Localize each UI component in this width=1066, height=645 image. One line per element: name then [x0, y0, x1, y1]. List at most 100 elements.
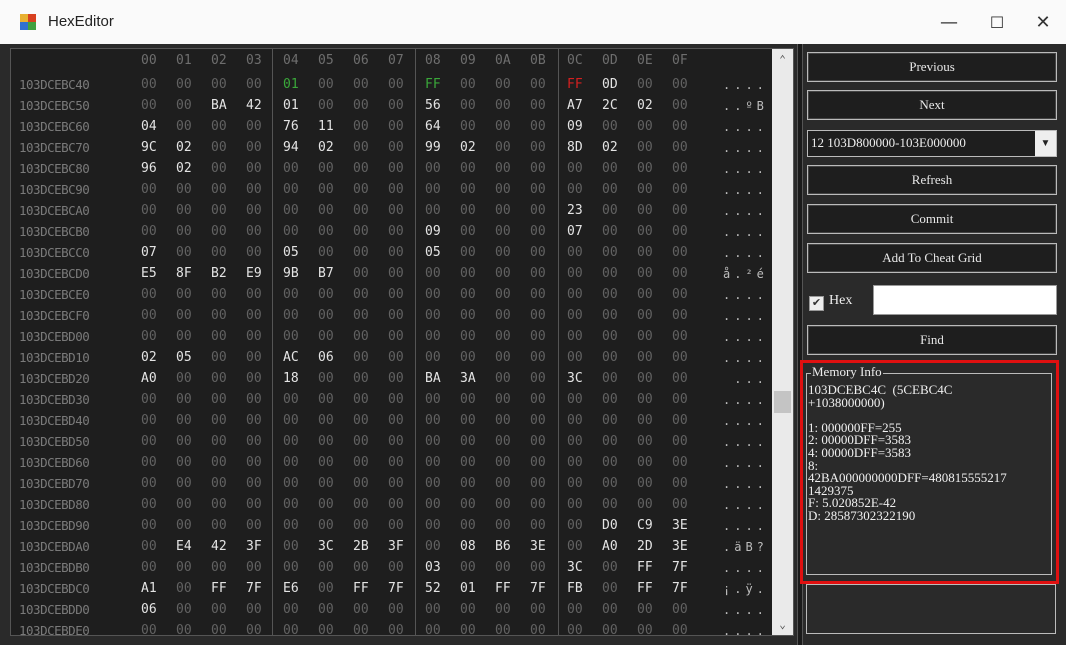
hex-byte[interactable]: 00: [460, 308, 476, 323]
hex-byte[interactable]: 00: [530, 350, 546, 365]
hex-byte[interactable]: 3C: [567, 371, 583, 386]
hex-byte[interactable]: 00: [460, 350, 476, 365]
hex-byte[interactable]: 00: [141, 560, 157, 575]
hex-byte[interactable]: 03: [425, 560, 441, 575]
hex-byte[interactable]: 00: [425, 203, 441, 218]
hex-byte[interactable]: 00: [211, 518, 227, 533]
hex-byte[interactable]: 00: [211, 224, 227, 239]
ascii-text[interactable]: ....: [723, 141, 768, 155]
hex-byte[interactable]: 3E: [672, 539, 688, 554]
hex-byte[interactable]: 00: [388, 224, 404, 239]
hex-byte[interactable]: 00: [637, 140, 653, 155]
hex-byte[interactable]: 00: [602, 245, 618, 260]
scroll-down-icon[interactable]: ⌄: [779, 618, 786, 631]
hex-byte[interactable]: 00: [283, 434, 299, 449]
hex-byte[interactable]: 00: [388, 371, 404, 386]
hex-byte[interactable]: 00: [246, 203, 262, 218]
hex-byte[interactable]: 00: [246, 140, 262, 155]
hex-byte[interactable]: 00: [567, 266, 583, 281]
hex-byte[interactable]: 00: [672, 455, 688, 470]
ascii-text[interactable]: ....: [723, 603, 768, 617]
find-button[interactable]: Find: [807, 325, 1057, 355]
hex-byte[interactable]: 00: [460, 497, 476, 512]
hex-byte[interactable]: 00: [567, 392, 583, 407]
hex-byte[interactable]: 00: [283, 455, 299, 470]
hex-byte[interactable]: 00: [246, 371, 262, 386]
hex-byte[interactable]: 00: [460, 266, 476, 281]
hex-byte[interactable]: 00: [246, 476, 262, 491]
ascii-text[interactable]: ....: [723, 393, 768, 407]
hex-byte[interactable]: 00: [460, 224, 476, 239]
hex-byte[interactable]: 00: [672, 182, 688, 197]
hex-byte[interactable]: FF: [211, 581, 227, 596]
hex-byte[interactable]: 00: [176, 77, 192, 92]
hex-byte[interactable]: 07: [567, 224, 583, 239]
hex-byte[interactable]: 00: [530, 77, 546, 92]
hex-byte[interactable]: 00: [246, 434, 262, 449]
ascii-text[interactable]: ....: [723, 330, 768, 344]
hex-byte[interactable]: 00: [602, 350, 618, 365]
hex-byte[interactable]: 00: [637, 476, 653, 491]
hex-byte[interactable]: 00: [530, 119, 546, 134]
hex-byte[interactable]: 00: [388, 602, 404, 617]
hex-byte[interactable]: 00: [141, 455, 157, 470]
hex-byte[interactable]: 00: [460, 476, 476, 491]
hex-byte[interactable]: 00: [283, 203, 299, 218]
hex-byte[interactable]: A0: [141, 371, 157, 386]
hex-byte[interactable]: 00: [176, 581, 192, 596]
hex-byte[interactable]: 00: [176, 308, 192, 323]
hex-byte[interactable]: 00: [283, 224, 299, 239]
hex-byte[interactable]: 00: [602, 182, 618, 197]
ascii-text[interactable]: å.²é: [723, 267, 768, 281]
hex-byte[interactable]: 00: [283, 539, 299, 554]
hex-byte[interactable]: 00: [460, 77, 476, 92]
hex-byte[interactable]: 00: [637, 497, 653, 512]
hex-byte[interactable]: 00: [460, 602, 476, 617]
hex-byte[interactable]: 42: [211, 539, 227, 554]
hex-byte[interactable]: 00: [567, 518, 583, 533]
hex-byte[interactable]: 00: [353, 413, 369, 428]
hex-byte[interactable]: 00: [425, 182, 441, 197]
hex-byte[interactable]: 00: [567, 182, 583, 197]
ascii-text[interactable]: ....: [723, 456, 768, 470]
hex-byte[interactable]: 00: [211, 308, 227, 323]
hex-byte[interactable]: 7F: [672, 560, 688, 575]
hex-byte[interactable]: 00: [318, 308, 334, 323]
hex-byte[interactable]: 00: [283, 476, 299, 491]
hex-byte[interactable]: D0: [602, 518, 618, 533]
add-to-cheat-grid-button[interactable]: Add To Cheat Grid: [807, 243, 1057, 273]
hex-byte[interactable]: E5: [141, 266, 157, 281]
hex-byte[interactable]: 00: [176, 434, 192, 449]
hex-byte[interactable]: 00: [318, 602, 334, 617]
hex-byte[interactable]: 00: [567, 413, 583, 428]
hex-byte[interactable]: 00: [141, 539, 157, 554]
hex-byte[interactable]: E4: [176, 539, 192, 554]
hex-byte[interactable]: 00: [318, 434, 334, 449]
hex-byte[interactable]: 00: [388, 203, 404, 218]
hex-byte[interactable]: 00: [637, 203, 653, 218]
hex-byte[interactable]: 02: [318, 140, 334, 155]
hex-byte[interactable]: 00: [672, 350, 688, 365]
hex-byte[interactable]: 00: [318, 413, 334, 428]
hex-byte[interactable]: 00: [602, 623, 618, 636]
hex-byte[interactable]: 00: [353, 602, 369, 617]
hex-byte[interactable]: 00: [637, 287, 653, 302]
hex-byte[interactable]: 00: [388, 287, 404, 302]
hex-byte[interactable]: B6: [495, 539, 511, 554]
hex-byte[interactable]: 06: [141, 602, 157, 617]
hex-byte[interactable]: 00: [388, 392, 404, 407]
hex-byte[interactable]: 00: [141, 308, 157, 323]
hex-byte[interactable]: 00: [530, 329, 546, 344]
hex-byte[interactable]: 00: [672, 224, 688, 239]
hex-byte[interactable]: 96: [141, 161, 157, 176]
ascii-text[interactable]: ....: [723, 498, 768, 512]
hex-byte[interactable]: 00: [141, 287, 157, 302]
hex-byte[interactable]: 00: [246, 224, 262, 239]
hex-byte[interactable]: 00: [672, 413, 688, 428]
hex-byte[interactable]: 00: [388, 413, 404, 428]
hex-byte[interactable]: 00: [567, 455, 583, 470]
ascii-text[interactable]: ....: [723, 561, 768, 575]
hex-byte[interactable]: 3E: [672, 518, 688, 533]
hex-byte[interactable]: 00: [318, 329, 334, 344]
hex-byte[interactable]: 00: [495, 560, 511, 575]
